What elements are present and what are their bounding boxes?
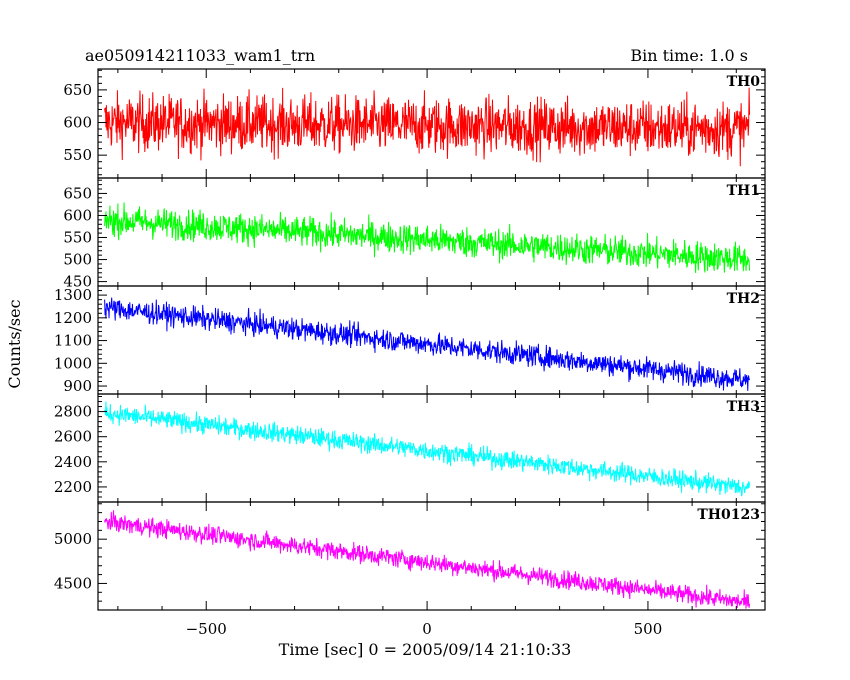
panel-th1: 450 500 550 600 650 TH1	[63, 177, 766, 291]
panel-th0: 550 600 650 TH0	[63, 68, 766, 179]
panel-label-th0: TH0	[727, 74, 761, 90]
series-line-th0123	[104, 510, 751, 609]
panel-label-th0123: TH0123	[697, 507, 760, 523]
panel-frame	[97, 501, 766, 611]
y-tick-label: 5000	[54, 530, 92, 548]
y-tick-label: 2400	[54, 453, 92, 471]
panel-frame	[97, 177, 766, 287]
panel-th2: 900 1000 1100 1200 1300 TH2	[54, 285, 766, 395]
y-axis-label: Counts/sec	[5, 299, 24, 388]
panel-label-th1: TH1	[727, 183, 760, 199]
y-tick-label: 1100	[54, 332, 92, 350]
x-axis-label: Time [sec] 0 = 2005/09/14 21:10:33	[279, 640, 572, 659]
series-line-th1	[104, 202, 751, 274]
series-line-th0	[104, 87, 751, 167]
panel-th0123: 4500 5000 TH0123	[54, 501, 766, 611]
panel-label-th2: TH2	[727, 291, 760, 307]
y-tick-label: 1200	[54, 309, 92, 327]
y-tick-label: 600	[63, 206, 92, 224]
y-tick-label: 2200	[54, 478, 92, 496]
y-tick-label: 550	[63, 229, 92, 247]
y-tick-label: 900	[63, 377, 92, 395]
y-tick-label: 450	[63, 273, 92, 291]
y-tick-label: 1000	[54, 354, 92, 372]
panel-th3: 2200 2400 2600 2800 TH3	[54, 393, 766, 503]
y-tick-label: 2800	[54, 403, 92, 421]
panel-frame	[97, 393, 766, 503]
series-line-th2	[104, 297, 751, 391]
x-tick-label: −500	[186, 620, 227, 638]
plot-title: ae050914211033_wam1_trn	[85, 46, 315, 65]
y-tick-label: 600	[63, 114, 92, 132]
panel-label-th3: TH3	[727, 399, 760, 415]
y-tick-label: 500	[63, 251, 92, 269]
series-line-th3	[104, 401, 751, 497]
x-tick-label: 0	[422, 620, 432, 638]
panels-group: 550 600 650 TH0 450 500 550 600 650 TH1 900 1000 110…	[54, 68, 766, 638]
x-tick-label: 500	[634, 620, 663, 638]
y-tick-label: 550	[63, 146, 92, 164]
bin-time-label: Bin time: 1.0 s	[630, 46, 748, 65]
y-tick-label: 650	[63, 184, 92, 202]
y-tick-label: 4500	[54, 574, 92, 592]
y-tick-label: 650	[63, 81, 92, 99]
y-tick-label: 2600	[54, 428, 92, 446]
y-tick-label: 1300	[54, 286, 92, 304]
